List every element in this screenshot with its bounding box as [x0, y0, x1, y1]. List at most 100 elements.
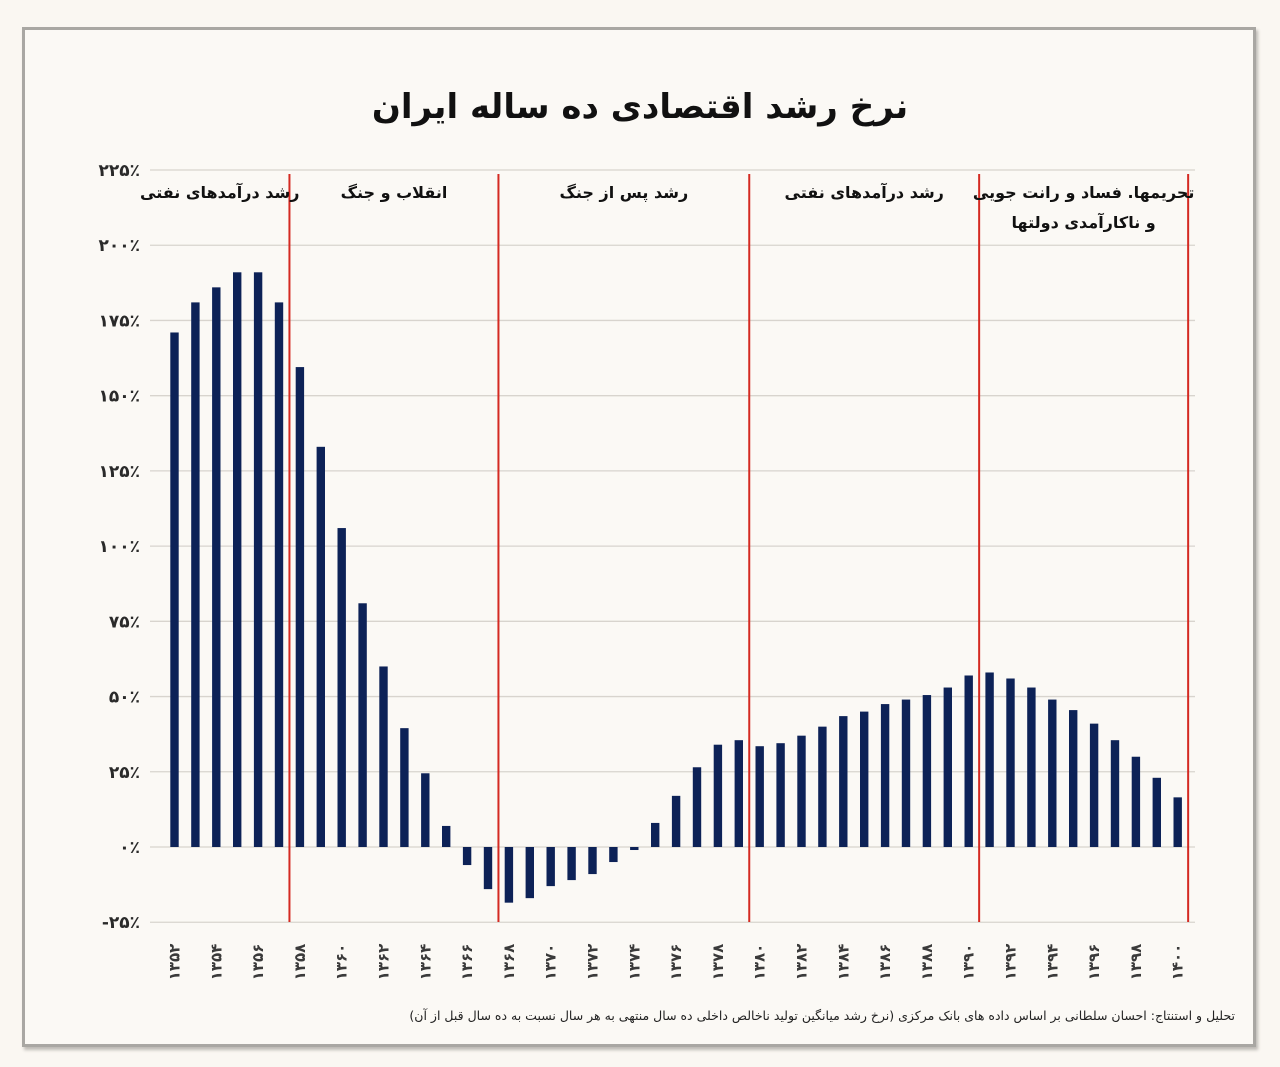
- y-tick-label: ۵۰٪: [109, 688, 140, 708]
- bar-1352: [170, 332, 179, 848]
- period-dividers: [288, 174, 1190, 922]
- y-tick-label: ۰٪: [119, 838, 140, 858]
- bar-1389: [943, 687, 952, 847]
- bar-1397: [1110, 740, 1120, 847]
- bar-1381: [776, 743, 785, 847]
- bar-1369: [525, 847, 534, 899]
- bar-1378: [713, 744, 723, 847]
- bar-1358: [295, 367, 305, 847]
- bar-1377: [692, 767, 702, 847]
- y-tick-label: ۱۰۰٪: [98, 537, 140, 557]
- x-tick-label: ۱۳۵۲: [166, 944, 184, 981]
- period-label: تحریمها. فساد و رانت جویی: [973, 183, 1194, 202]
- x-tick-label: ۱۳۷۸: [709, 944, 727, 981]
- y-axis-ticks: ۲۲۵٪ ۲۰۰٪ ۱۷۵٪ ۱۵۰٪ ۱۲۵٪ ۱۰۰٪ ۷۵٪ ۵۰٪ ۲۵٪ ۰٪ -۲۵٪: [98, 161, 140, 933]
- bar-1357: [274, 302, 284, 847]
- bar-1375: [651, 822, 660, 847]
- bar-1355: [233, 272, 242, 847]
- bar-1380: [755, 746, 764, 847]
- chart-title: نرخ رشد اقتصادی ده ساله ایران: [372, 87, 908, 127]
- y-tick-label: ۲۲۵٪: [98, 161, 140, 181]
- bar-1399: [1152, 777, 1161, 847]
- bar-1360: [337, 528, 346, 847]
- bar-1391: [985, 672, 994, 847]
- bar-1376: [671, 795, 681, 847]
- x-tick-label: ۱۳۸۸: [918, 944, 936, 981]
- x-tick-label: ۱۳۷۶: [667, 944, 685, 981]
- x-tick-label: ۱۳۶۶: [458, 944, 476, 981]
- bar-1395: [1069, 710, 1078, 847]
- bar-1386: [880, 704, 890, 847]
- period-labels: رشد درآمدهای نفتی انقلاب و جنگ رشد پس از ج…: [140, 182, 1194, 232]
- bar-1400: [1173, 797, 1182, 847]
- x-axis-ticks: ۱۳۵۲ ۱۳۵۴ ۱۳۵۶ ۱۳۵۸ ۱۳۶۰ ۱۳۶۲ ۱۳۶۴ ۱۳۶۶ ۱۳۶۸ ۱۳۷۰…: [166, 944, 1187, 981]
- x-tick-label: ۱۳۶۲: [375, 944, 393, 981]
- chart-frame: [22, 27, 1256, 1047]
- x-tick-label: ۱۳۹۲: [1002, 944, 1020, 981]
- bar-1366: [462, 847, 472, 866]
- period-label: و ناکارآمدی دولتها: [1012, 212, 1156, 232]
- bar-1384: [839, 716, 848, 847]
- y-tick-label: ۷۵٪: [109, 612, 140, 632]
- bar-1361: [358, 603, 367, 847]
- bar-1379: [734, 740, 743, 847]
- bar-1363: [400, 728, 409, 847]
- x-tick-label: ۱۳۹۸: [1127, 944, 1145, 981]
- bar-1365: [442, 825, 451, 847]
- x-tick-label: ۱۳۵۴: [207, 944, 225, 981]
- bar-1372: [588, 847, 597, 875]
- bar-1373: [609, 847, 618, 863]
- bar-1367: [483, 847, 493, 890]
- y-tick-label: ۱۵۰٪: [98, 387, 140, 407]
- x-tick-label: ۱۳۵۸: [291, 944, 309, 981]
- x-tick-label: ۱۳۷۴: [625, 944, 643, 981]
- bar-1390: [964, 675, 973, 847]
- bar-1383: [818, 726, 827, 847]
- bar-1354: [212, 287, 221, 847]
- bar-1374: [630, 847, 639, 851]
- period-label: رشد پس از جنگ: [560, 183, 689, 203]
- y-tick-label: -۲۵٪: [102, 913, 140, 933]
- bar-1362: [379, 666, 388, 847]
- x-tick-label: ۱۳۸۰: [751, 944, 769, 981]
- period-label: رشد درآمدهای نفتی: [140, 182, 299, 202]
- x-tick-label: ۱۳۹۴: [1043, 944, 1061, 981]
- y-tick-label: ۲۵٪: [109, 763, 140, 783]
- bar-1353: [191, 302, 200, 847]
- x-tick-label: ۱۳۸۴: [834, 944, 852, 981]
- bar-1385: [860, 711, 869, 847]
- bar-1371: [567, 847, 576, 881]
- bar-1392: [1006, 678, 1015, 847]
- bar-1370: [546, 847, 555, 887]
- bar-1356: [253, 272, 263, 847]
- x-tick-label: ۱۳۷۲: [584, 944, 602, 981]
- y-tick-label: ۲۰۰٪: [98, 236, 140, 256]
- footnote: تحلیل و استنتاج: احسان سلطانی بر اساس دا…: [409, 1008, 1235, 1024]
- bars: [170, 272, 1182, 903]
- x-tick-label: ۱۳۸۲: [793, 944, 811, 981]
- bar-1398: [1131, 756, 1141, 847]
- x-tick-label: ۱۳۹۶: [1085, 944, 1103, 981]
- x-tick-label: ۱۳۵۶: [249, 944, 267, 981]
- y-tick-label: ۱۷۵٪: [98, 311, 140, 331]
- bar-1368: [504, 847, 514, 903]
- bar-1394: [1048, 699, 1057, 847]
- x-tick-label: ۱۳۶۸: [500, 944, 518, 981]
- bar-1396: [1089, 723, 1099, 847]
- bar-1359: [316, 446, 325, 847]
- bar-1387: [901, 699, 911, 847]
- x-tick-label: ۱۴۰۰: [1169, 944, 1187, 981]
- period-label: انقلاب و جنگ: [341, 183, 448, 202]
- x-tick-label: ۱۳۹۰: [960, 944, 978, 981]
- x-tick-label: ۱۳۷۰: [542, 944, 560, 981]
- x-tick-label: ۱۳۶۰: [333, 944, 351, 981]
- x-tick-label: ۱۳۶۴: [416, 944, 434, 981]
- bar-1382: [797, 735, 806, 847]
- period-label: رشد درآمدهای نفتی: [785, 182, 944, 202]
- y-tick-label: ۱۲۵٪: [98, 462, 140, 482]
- bar-1393: [1027, 687, 1036, 847]
- x-tick-label: ۱۳۸۶: [876, 944, 894, 981]
- bar-1388: [922, 695, 932, 847]
- bar-1364: [421, 773, 430, 847]
